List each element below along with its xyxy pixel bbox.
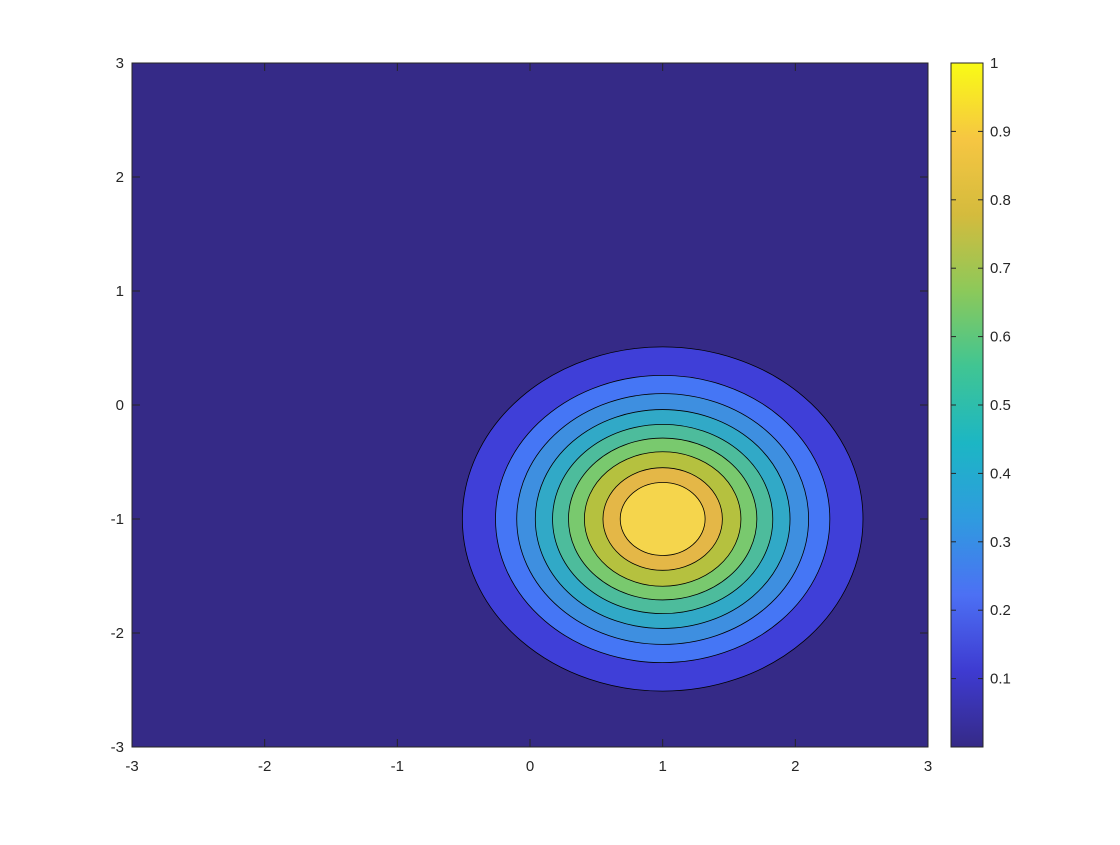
y-tick-label: 2 — [116, 169, 124, 186]
colorbar-tick-label: 1 — [990, 55, 998, 72]
colorbar-tick-label: 0.4 — [990, 465, 1011, 482]
x-tick-label: 3 — [924, 758, 932, 775]
colorbar-tick-label: 0.9 — [990, 123, 1011, 140]
y-tick-label: 1 — [116, 283, 124, 300]
colorbar: 0.1 0.2 0.3 0.4 0.5 0.6 0.7 0.8 0.9 1 — [950, 55, 1011, 748]
y-axis-ticks: -3 -2 -1 0 1 2 3 — [111, 55, 928, 756]
colorbar-tick-label: 0.7 — [990, 260, 1011, 277]
colorbar-tick-label: 0.1 — [990, 671, 1011, 688]
x-tick-label: -1 — [391, 758, 404, 775]
y-tick-label: -1 — [111, 511, 124, 528]
colorbar-tick-label: 0.3 — [990, 534, 1011, 551]
contour-level-0.9 — [619, 482, 706, 556]
y-tick-label: -2 — [111, 625, 124, 642]
y-tick-label: 3 — [116, 55, 124, 72]
y-tick-label: -3 — [111, 739, 124, 756]
x-tick-label: -3 — [125, 758, 138, 775]
colorbar-tick-label: 0.2 — [990, 602, 1011, 619]
contour-bands — [461, 346, 864, 692]
x-tick-label: 0 — [526, 758, 534, 775]
x-axis-ticks: -3 -2 -1 0 1 2 3 — [125, 63, 932, 775]
y-tick-label: 0 — [116, 397, 124, 414]
colorbar-tick-label: 0.5 — [990, 397, 1011, 414]
colorbar-tick-label: 0.8 — [990, 192, 1011, 209]
colorbar-tick-label: 0.6 — [990, 329, 1011, 346]
x-tick-label: -2 — [258, 758, 271, 775]
x-tick-label: 1 — [658, 758, 666, 775]
x-tick-label: 2 — [791, 758, 799, 775]
